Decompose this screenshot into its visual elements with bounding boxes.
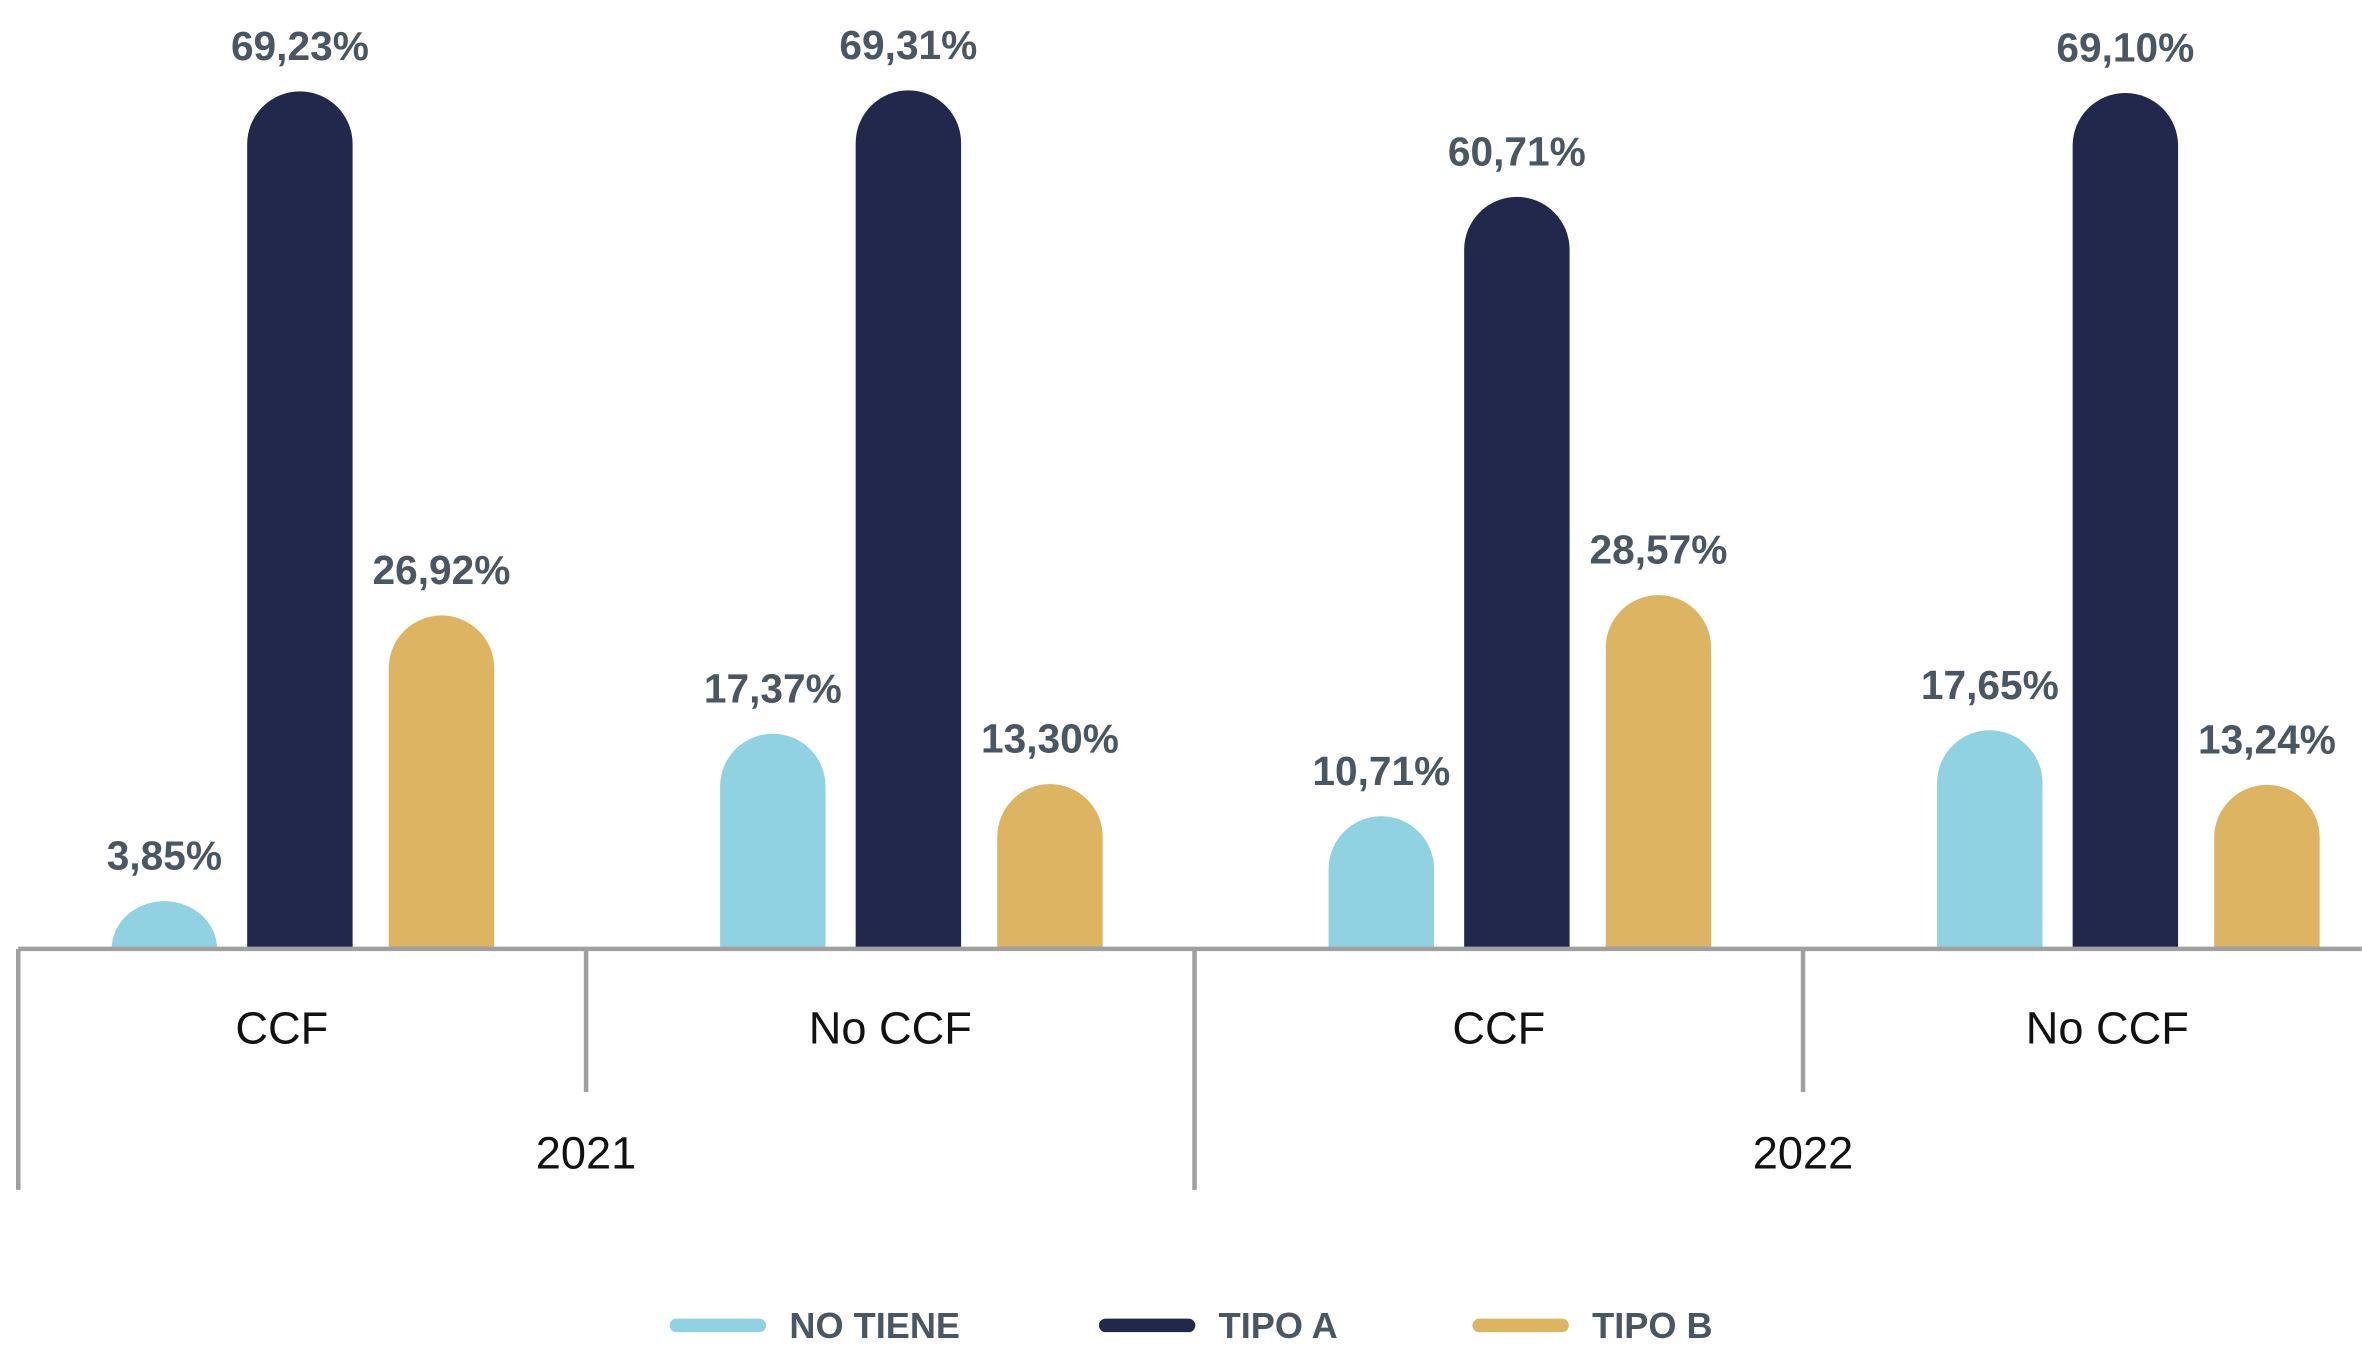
value-label: 13,30%	[981, 716, 1119, 762]
value-label: 17,65%	[1921, 662, 2059, 708]
bar	[855, 90, 962, 949]
group-label: 2021	[536, 1128, 637, 1179]
x-tick-label: CCF	[235, 1003, 328, 1054]
bar	[997, 784, 1103, 949]
bar	[720, 733, 826, 949]
bar	[247, 91, 353, 949]
legend-label: NO TIENE	[789, 1305, 960, 1346]
bar	[388, 615, 495, 949]
bar	[1937, 730, 2043, 949]
x-tick-label: No CCF	[2026, 1003, 2189, 1054]
value-label: 28,57%	[1590, 527, 1728, 573]
legend-label: TIPO B	[1592, 1305, 1712, 1346]
bar	[2072, 92, 2179, 949]
value-label: 17,37%	[704, 665, 842, 711]
bar	[1605, 595, 1712, 949]
value-label: 69,31%	[839, 22, 977, 68]
bar	[1464, 196, 1570, 949]
x-tick-label: CCF	[1452, 1003, 1545, 1054]
bar	[111, 901, 218, 949]
value-label: 26,92%	[373, 547, 511, 593]
bar	[2214, 784, 2320, 949]
value-label: 10,71%	[1312, 748, 1450, 794]
value-label: 3,85%	[107, 833, 222, 879]
x-tick-label: No CCF	[809, 1003, 972, 1054]
bar	[1328, 816, 1435, 949]
value-label: 69,10%	[2056, 25, 2194, 71]
value-label: 69,23%	[231, 23, 369, 69]
value-label: 60,71%	[1448, 128, 1586, 174]
legend-label: TIPO A	[1219, 1305, 1338, 1346]
group-label: 2022	[1753, 1128, 1854, 1179]
value-label: 13,24%	[2198, 716, 2336, 762]
